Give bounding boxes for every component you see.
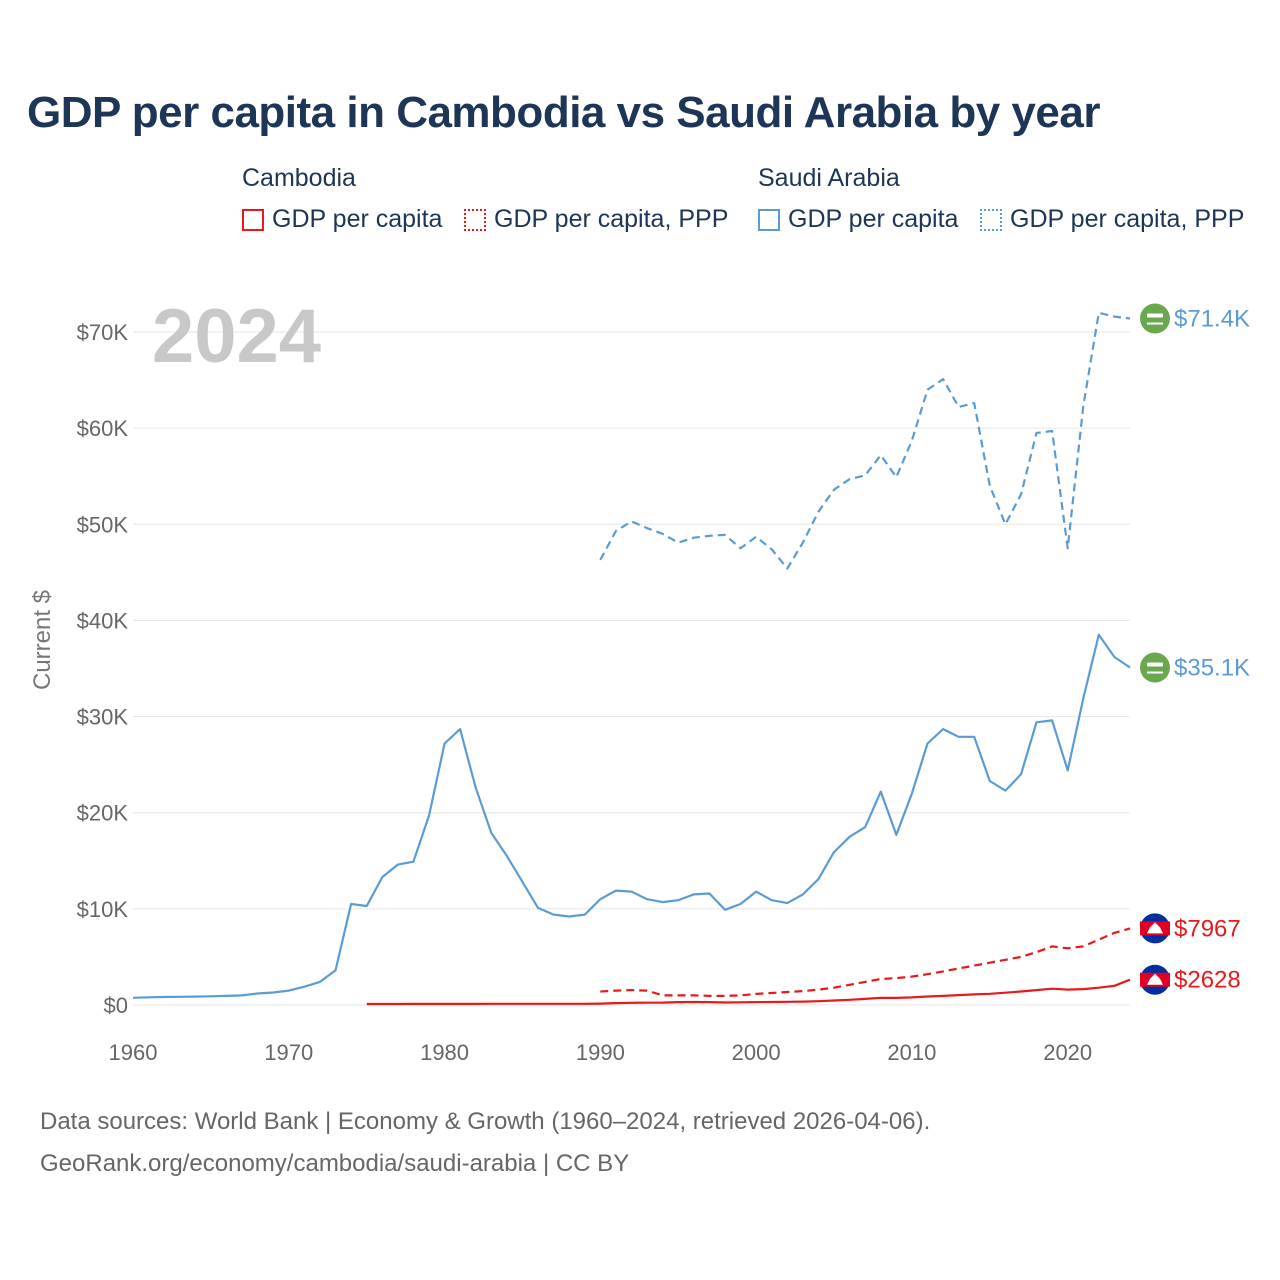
legend-item-cambodia-ppp[interactable]: GDP per capita, PPP: [464, 205, 728, 234]
series-line-cambodia-dashed[interactable]: [600, 927, 1131, 998]
legend-item-saudi-ppp[interactable]: GDP per capita, PPP: [980, 205, 1244, 234]
legend-label: GDP per capita, PPP: [1010, 205, 1245, 233]
x-axis-ticks: 1960 1970 1980 1990 2000 2010 2020: [109, 1040, 1093, 1065]
y-tick-label: $0: [104, 993, 128, 1018]
legend-swatch-dotted-red: [464, 208, 486, 231]
legend-swatch-dotted-blue: [980, 208, 1002, 231]
footer-credit: GeoRank.org/economy/cambodia/saudi-arabi…: [40, 1150, 630, 1177]
x-tick-label: 1960: [109, 1040, 158, 1065]
end-labels: $71.4K $35.1K $7967 $2628: [1140, 303, 1250, 995]
y-tick-label: $20K: [77, 801, 129, 826]
cambodia-flag-icon: [1140, 913, 1170, 944]
end-value-label: $2628: [1174, 967, 1241, 994]
flag-emblem: [1147, 662, 1163, 667]
saudi-flag-icon: [1140, 303, 1170, 334]
legend-label: GDP per capita: [272, 205, 443, 233]
end-value-label: $7967: [1174, 915, 1241, 942]
flag-disc: [1140, 652, 1170, 683]
legend-group-cambodia: Cambodia: [242, 164, 356, 192]
y-axis-ticks: $0 $10K $20K $30K $40K $50K $60K $70K: [77, 320, 129, 1018]
x-tick-label: 2020: [1043, 1040, 1092, 1065]
saudi-flag-icon: [1140, 652, 1170, 683]
series-line-saudi-solid[interactable]: [132, 633, 1131, 999]
footer-sources: Data sources: World Bank | Economy & Gro…: [40, 1108, 931, 1135]
end-value-label: $35.1K: [1174, 655, 1250, 682]
y-tick-label: $30K: [77, 705, 129, 730]
cambodia-flag-icon: [1140, 964, 1170, 995]
x-tick-label: 2000: [732, 1040, 781, 1065]
series-line-cambodia-solid[interactable]: [366, 978, 1131, 1006]
year-label: 2024: [152, 294, 321, 379]
flag-temple: [1147, 922, 1163, 934]
legend-group-saudi: Saudi Arabia: [758, 164, 900, 192]
chart-title: GDP per capita in Cambodia vs Saudi Arab…: [27, 88, 1100, 137]
x-tick-label: 1970: [264, 1040, 313, 1065]
y-tick-label: $70K: [77, 320, 129, 345]
series-lines: [132, 311, 1131, 1006]
x-tick-label: 2010: [887, 1040, 936, 1065]
legend-item-cambodia-gdp[interactable]: GDP per capita: [242, 205, 442, 234]
flag-emblem: [1147, 313, 1163, 318]
x-tick-label: 1990: [576, 1040, 625, 1065]
y-tick-label: $10K: [77, 897, 129, 922]
flag-temple: [1147, 973, 1163, 985]
series-line-saudi-dashed[interactable]: [599, 311, 1131, 570]
y-tick-label: $40K: [77, 608, 129, 633]
legend-label: GDP per capita: [788, 205, 959, 233]
grid-lines: [133, 331, 1130, 1006]
legend-label: GDP per capita, PPP: [494, 205, 729, 233]
legend-swatch-solid-blue: [758, 208, 780, 231]
y-tick-label: $50K: [77, 512, 129, 537]
flag-disc: [1140, 303, 1170, 334]
y-tick-label: $60K: [77, 416, 129, 441]
y-axis-title: Current $: [29, 590, 56, 690]
x-tick-label: 1980: [420, 1040, 469, 1065]
legend-item-saudi-gdp[interactable]: GDP per capita: [758, 205, 958, 234]
end-value-label: $71.4K: [1174, 306, 1250, 333]
legend-swatch-solid-red: [242, 208, 264, 231]
